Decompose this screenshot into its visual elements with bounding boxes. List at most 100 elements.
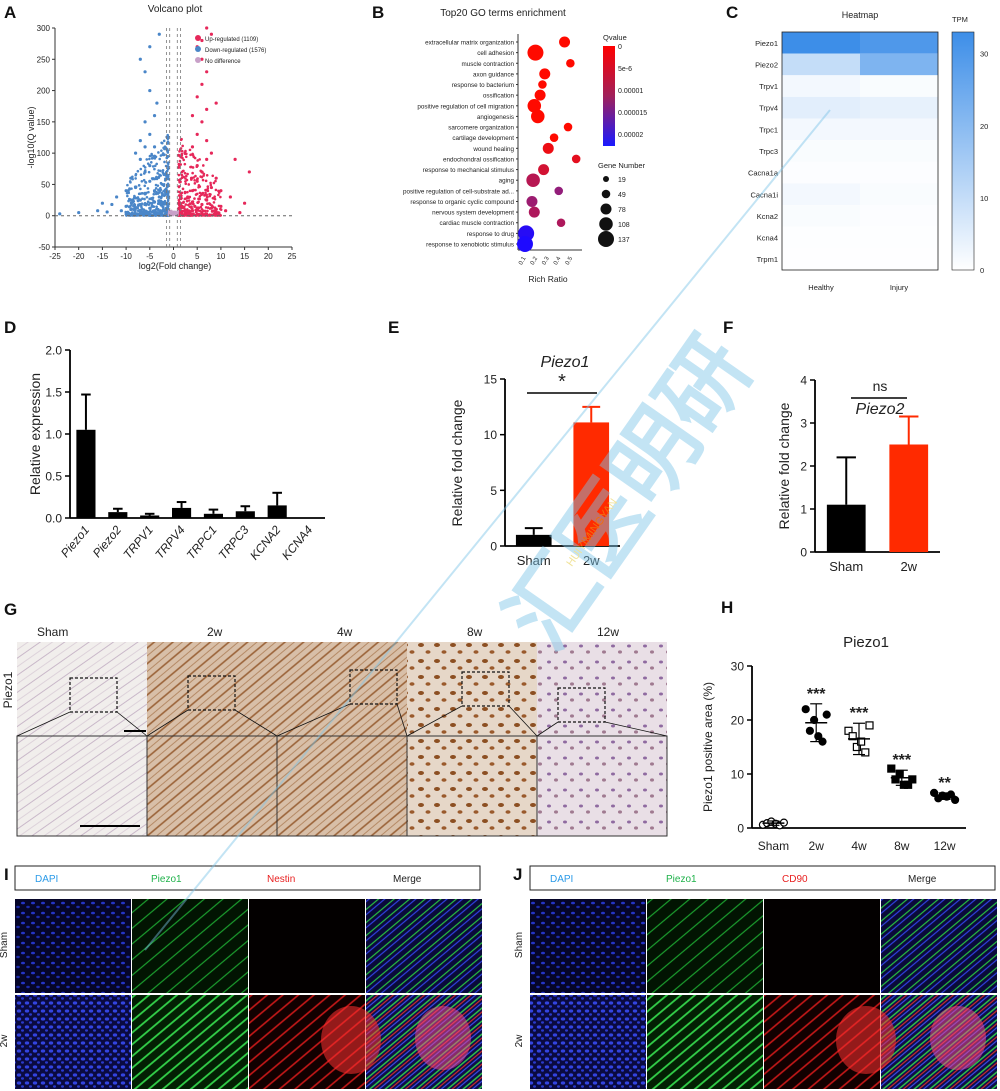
up-regulated-point (213, 195, 216, 199)
panel-letter-F: F (723, 318, 733, 337)
down-regulated-point (148, 179, 152, 183)
y-tick-label: 30 (731, 660, 745, 674)
down-regulated-point (152, 200, 157, 204)
down-regulated-point (154, 214, 158, 217)
data-point (950, 795, 960, 805)
down-regulated-point (165, 156, 169, 160)
y-tick-label: 1.0 (45, 428, 62, 442)
up-regulated-point (183, 190, 187, 194)
heatmap-row-label: Trpc1 (759, 125, 778, 134)
up-regulated-point (177, 166, 181, 169)
down-regulated-point (166, 177, 169, 180)
zoom-guide-line (604, 721, 668, 737)
y-tick-label: 0.5 (45, 470, 62, 484)
down-regulated-point (130, 187, 133, 190)
down-regulated-point (159, 169, 162, 173)
down-regulated-point (129, 207, 133, 212)
go-term-label: angiogenesis (477, 114, 514, 121)
go-term-label: aging (499, 178, 515, 185)
go-term-label: response to bacterium (452, 82, 514, 89)
go-term-label: sarcomere organization (448, 125, 514, 132)
x-tick-label: 12w (934, 839, 956, 853)
down-regulated-point (128, 188, 131, 191)
relative-expression-chart: 0.00.51.01.52.0Piezo1Piezo2TRPV1TRPV4TRP… (27, 344, 325, 563)
up-regulated-point (198, 195, 202, 198)
ihc-column-label: 12w (597, 625, 619, 639)
significance-marker: *** (807, 686, 826, 703)
chart-title: Volcano plot (148, 4, 203, 15)
up-regulated-point (192, 212, 195, 216)
x-tick-label: Sham (517, 553, 551, 568)
legend-marker (195, 46, 201, 52)
go-term-point (526, 195, 538, 207)
up-regulated-point (206, 206, 210, 210)
panel-letter-C: C (726, 3, 738, 22)
data-point (861, 748, 870, 757)
data-point (844, 726, 853, 735)
down-regulated-point (156, 212, 160, 216)
zoom-guide-line (536, 721, 559, 737)
down-regulated-point (147, 203, 151, 206)
x-tick-label: 15 (240, 252, 249, 261)
y-tick-label: 2 (800, 460, 807, 474)
down-regulated-point (142, 178, 146, 182)
up-regulated-point (181, 187, 185, 191)
up-regulated-point (182, 206, 185, 210)
up-regulated-point (190, 209, 195, 213)
down-regulated-point (58, 212, 62, 216)
heatmap-cell (782, 183, 860, 206)
y-tick-label: 250 (37, 55, 51, 64)
fluorescence-image (15, 899, 131, 993)
size-legend-label: 108 (618, 222, 630, 229)
down-regulated-point (140, 180, 144, 183)
chart-title: Piezo2 (856, 401, 905, 418)
down-regulated-point (138, 209, 141, 212)
heatmap-cell (782, 75, 860, 97)
up-regulated-point (200, 120, 204, 124)
up-regulated-point (194, 210, 198, 214)
heatmap-row-label: Piezo2 (755, 60, 778, 69)
down-regulated-point (159, 188, 163, 192)
heatmap-cell (782, 248, 860, 270)
up-regulated-point (195, 212, 199, 217)
go-term-point (554, 186, 563, 196)
data-point (865, 721, 874, 730)
down-regulated-point (149, 209, 152, 213)
y-tick-label: 10 (484, 428, 498, 442)
x-tick-label: 0 (171, 252, 176, 261)
heatmap-cell (860, 248, 938, 270)
down-regulated-point (150, 201, 154, 205)
up-regulated-point (196, 201, 199, 204)
down-regulated-point (143, 192, 147, 196)
down-regulated-point (156, 171, 159, 175)
y-tick-label: 150 (37, 118, 51, 127)
heatmap-row-label: Piezo1 (755, 39, 778, 48)
up-regulated-point (195, 179, 199, 183)
x-tick-label: Piezo2 (90, 523, 125, 560)
y-tick-label: 4 (800, 374, 807, 388)
up-regulated-point (211, 196, 215, 200)
y-tick-label: 0 (490, 540, 497, 554)
down-regulated-point (148, 132, 152, 136)
x-tick-label: 0.2 (530, 255, 540, 266)
bar (515, 534, 552, 546)
y-tick-label: 20 (731, 714, 745, 728)
down-regulated-point (160, 149, 163, 152)
y-tick-label: 3 (800, 417, 807, 431)
red-signal-cluster (321, 1006, 381, 1074)
down-regulated-point (161, 171, 165, 174)
up-regulated-point (198, 158, 201, 161)
up-regulated-point (183, 162, 187, 166)
qvalue-colorbar (603, 46, 615, 146)
down-regulated-point (166, 190, 170, 193)
channel-header-label: DAPI (550, 874, 573, 885)
up-regulated-point (195, 95, 199, 99)
down-regulated-point (165, 192, 168, 196)
chart-title: Heatmap (842, 10, 879, 20)
up-regulated-point (205, 198, 209, 202)
zoom-region-box (187, 675, 236, 711)
up-regulated-point (247, 170, 251, 174)
heatmap-col-label: Healthy (808, 283, 834, 292)
heatmap-cell (782, 140, 860, 162)
go-term-label: response to organic cyclic compound (410, 199, 514, 206)
